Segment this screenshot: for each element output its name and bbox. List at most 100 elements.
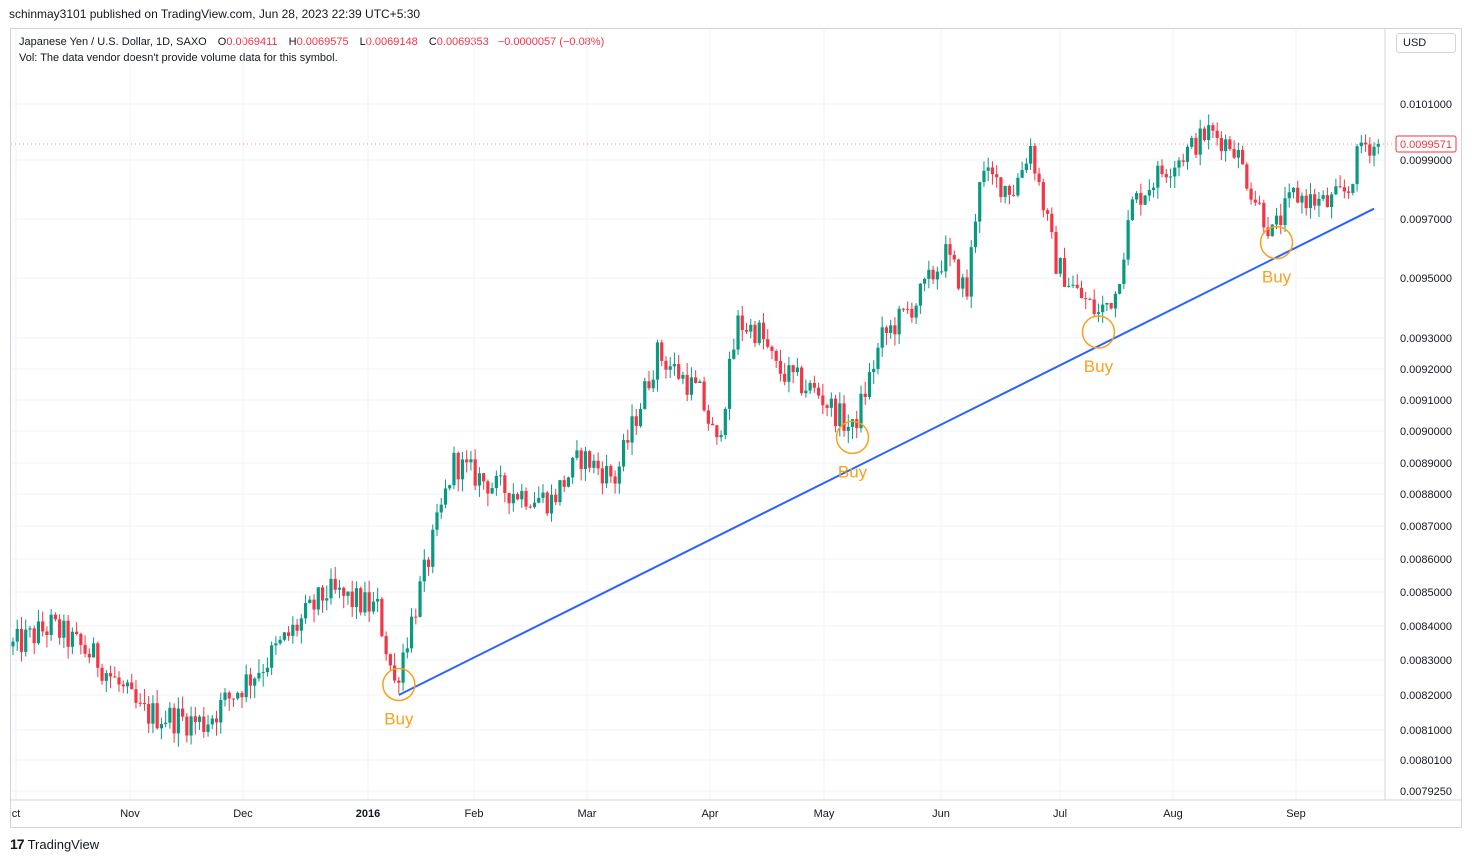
candle-body-down — [41, 621, 45, 632]
candle-body-up — [986, 167, 990, 171]
candle-body-down — [545, 492, 549, 514]
candle-body-up — [829, 398, 833, 408]
currency-button[interactable]: USD — [1396, 33, 1456, 53]
candle-body-up — [923, 278, 927, 284]
candle-body-up — [681, 374, 685, 379]
candle-body-down — [134, 689, 138, 703]
candle-body-up — [1168, 176, 1173, 178]
candle-body-up — [274, 643, 278, 646]
candle-body-down — [1079, 287, 1084, 299]
candle-body-down — [185, 716, 189, 736]
candle-body-up — [961, 277, 965, 289]
candle-body-up — [197, 716, 202, 722]
candle-body-up — [1185, 146, 1190, 162]
candle-body-up — [1283, 198, 1287, 226]
buy-circle — [1081, 315, 1116, 349]
candle-body-down — [1266, 227, 1270, 237]
candle-body-down — [83, 644, 87, 654]
candle-body-down — [524, 490, 528, 507]
candle-body-down — [660, 342, 664, 361]
candle-body-up — [11, 641, 15, 647]
candle-body-down — [1050, 213, 1054, 232]
candle-body-down — [744, 330, 749, 332]
candle-body-up — [405, 648, 409, 653]
candle-body-up — [1020, 170, 1024, 178]
candle-body-up — [566, 477, 571, 487]
candle-body-up — [1372, 146, 1376, 156]
candle-body-down — [1257, 202, 1262, 204]
candle-body-down — [202, 716, 206, 732]
candle-body-up — [511, 494, 515, 504]
trend-line — [398, 207, 1375, 696]
candle-body-up — [698, 381, 702, 384]
candle-body-down — [1232, 149, 1236, 158]
candle-body-down — [948, 244, 952, 255]
candle-body-up — [299, 618, 303, 631]
candle-body-up — [164, 722, 168, 725]
candle-body-up — [575, 450, 579, 458]
candle-body-down — [770, 346, 774, 351]
candle-body-down — [677, 364, 681, 379]
candle-body-up — [914, 305, 918, 318]
candle-body-up — [867, 372, 872, 397]
candle-body-down — [800, 367, 804, 394]
candle-body-down — [367, 592, 371, 612]
candle-body-up — [151, 703, 155, 724]
candle-body-down — [96, 643, 100, 668]
candle-body-up — [253, 678, 257, 686]
candle-body-down — [231, 698, 236, 700]
candle-body-up — [316, 587, 320, 610]
candle-body-up — [329, 578, 333, 599]
candle-body-up — [1151, 187, 1156, 190]
candle-body-up — [265, 667, 269, 673]
candle-body-up — [409, 616, 414, 649]
candle-body-down — [393, 665, 397, 681]
y-tick-label: 0.0084000 — [1400, 621, 1452, 633]
candle-body-down — [1109, 302, 1113, 309]
candle-body-down — [952, 254, 956, 260]
last-price-tag — [1395, 135, 1457, 153]
candle-body-down — [342, 587, 346, 596]
candle-body-up — [477, 473, 481, 486]
candle-body-down — [588, 451, 592, 468]
candle-body-up — [1071, 284, 1075, 286]
candle-body-down — [486, 481, 490, 494]
candle-body-up — [452, 452, 456, 486]
candle-body-down — [240, 692, 244, 698]
candle-body-up — [1130, 199, 1134, 221]
y-tick-label: 0.0087000 — [1400, 521, 1452, 533]
tradingview-logo[interactable]: 17 TradingView — [10, 836, 99, 852]
candle-body-down — [999, 177, 1003, 197]
candle-body-down — [515, 494, 520, 500]
candle-body-up — [944, 244, 948, 272]
candle-body-up — [795, 367, 799, 373]
candle-body-up — [401, 652, 405, 683]
buy-label: Buy — [384, 710, 414, 729]
x-tick-label: 2016 — [356, 808, 380, 820]
x-tick-label: Mar — [578, 808, 597, 820]
candle-body-up — [1105, 302, 1109, 305]
candle-body-up — [982, 170, 986, 183]
candle-body-down — [821, 395, 825, 406]
candle-body-down — [248, 674, 253, 686]
candle-body-down — [1062, 258, 1067, 287]
candle-body-down — [58, 619, 62, 638]
candle-body-down — [473, 459, 477, 486]
candle-body-down — [1338, 186, 1342, 188]
candle-body-up — [638, 408, 643, 426]
candle-body-up — [371, 601, 375, 612]
candle-body-up — [1135, 193, 1139, 200]
candle-body-down — [1215, 130, 1219, 138]
tradingview-icon: 17 — [10, 836, 25, 852]
candle-body-down — [893, 325, 897, 335]
candle-body-down — [901, 308, 905, 310]
candle-body-up — [1321, 195, 1325, 199]
candle-body-up — [337, 587, 342, 590]
candle-body-down — [1007, 186, 1011, 195]
candle-body-down — [965, 277, 969, 297]
candle-body-up — [346, 591, 350, 596]
x-tick-label: Aug — [1163, 808, 1183, 820]
candle-body-up — [210, 718, 214, 725]
x-tick-label: Dec — [233, 808, 253, 820]
